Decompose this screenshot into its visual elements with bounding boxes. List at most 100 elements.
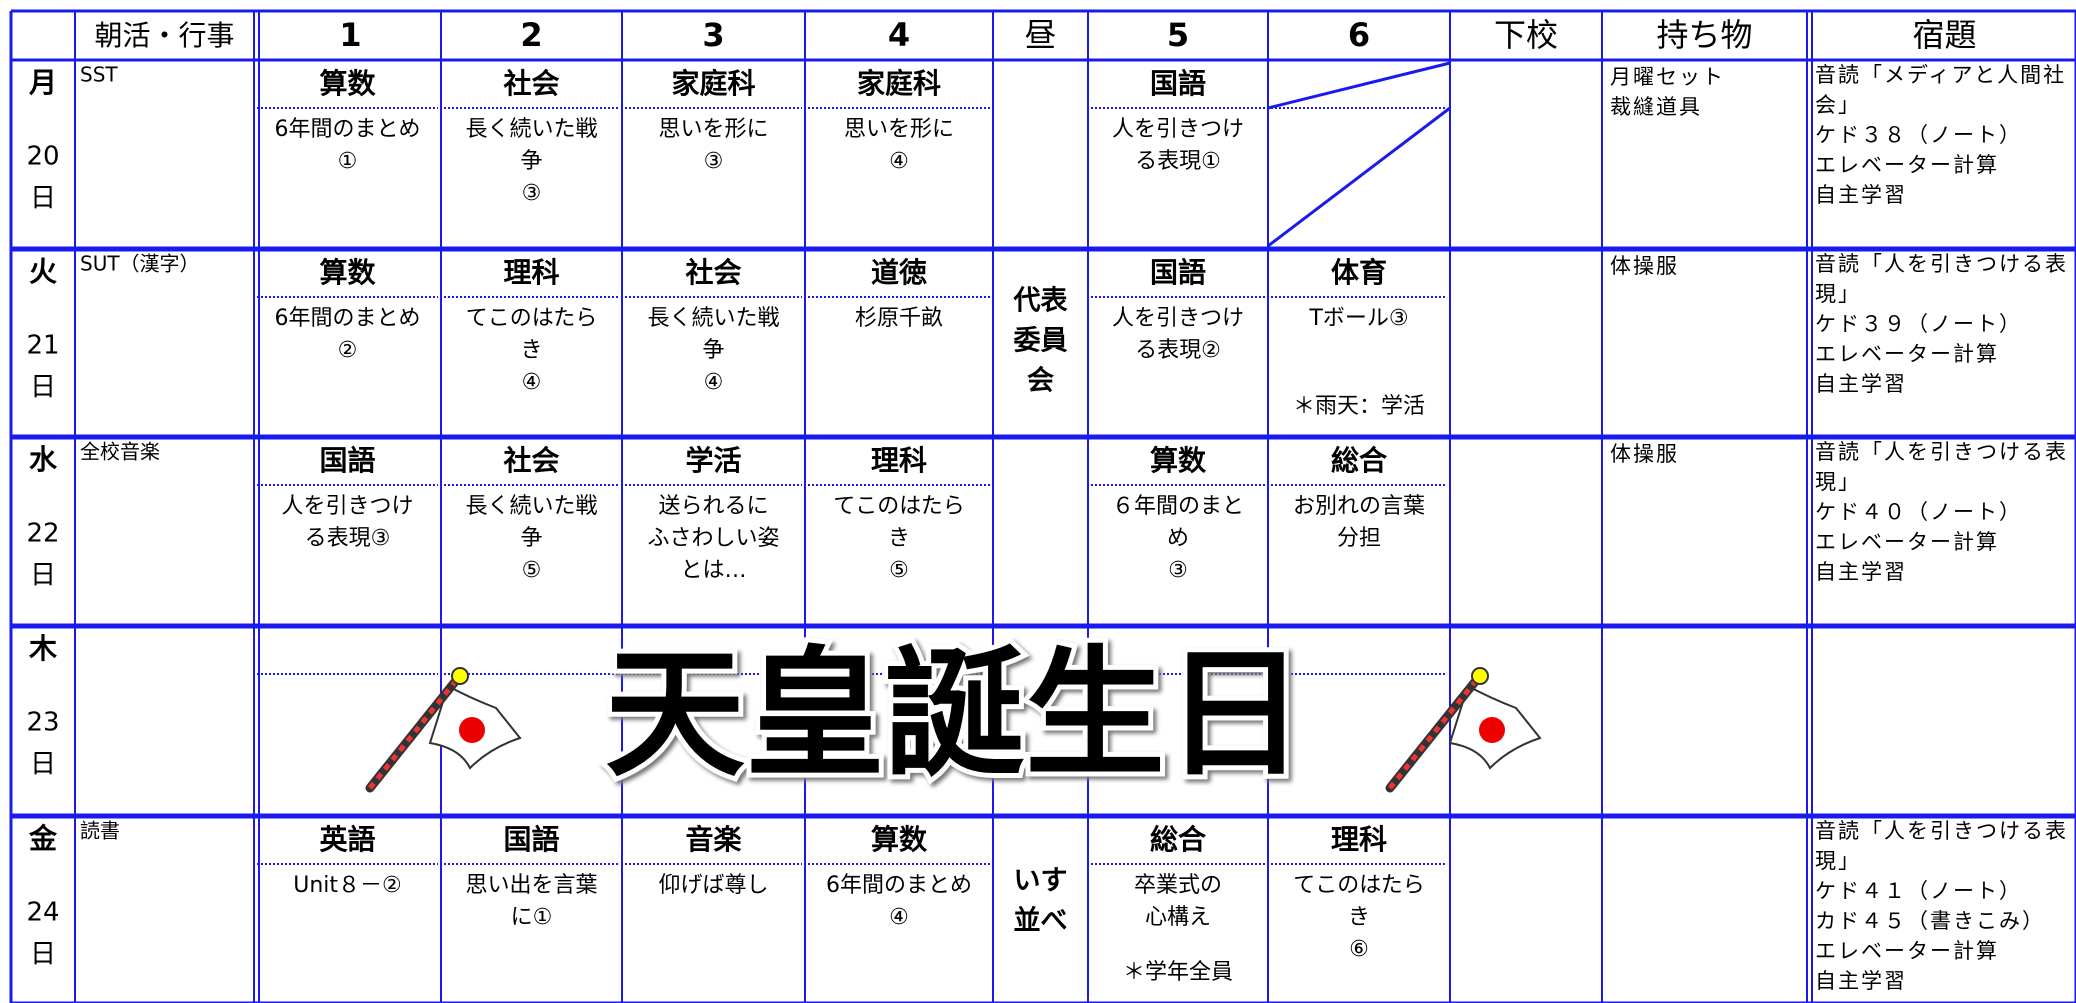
- subject: 音楽: [685, 823, 741, 856]
- lesson-content: ③: [1168, 558, 1188, 583]
- grid-lines: [9, 9, 2076, 1003]
- homework-item: 音読「人を引きつける表: [1815, 440, 2068, 464]
- lesson-content: ⑤: [522, 558, 542, 583]
- subject: 英語: [319, 823, 375, 856]
- lesson-content: 卒業式の: [1134, 873, 1222, 898]
- homework-item: 自主学習: [1815, 372, 1907, 396]
- subject: 社会: [503, 444, 559, 477]
- header-cell: 朝活・行事: [94, 19, 234, 52]
- subject: 社会: [685, 256, 741, 289]
- subject: 学活: [685, 444, 741, 477]
- homework-item: エレベーター計算: [1815, 939, 1999, 963]
- lesson-content: ①: [338, 149, 358, 174]
- flag-pole: [1385, 673, 1483, 793]
- day: 火: [29, 255, 57, 288]
- lesson-content: ⑤: [889, 558, 909, 583]
- subject: 家庭科: [857, 67, 941, 100]
- subject: 道徳: [871, 256, 927, 289]
- header-cell: 5: [1167, 16, 1189, 54]
- lesson-content: ④: [889, 905, 909, 930]
- date: 23: [26, 708, 59, 738]
- lesson-content: 人を引きつけ: [281, 494, 413, 519]
- day: 月: [28, 66, 57, 99]
- subject: 理科: [871, 444, 927, 477]
- subject: 体育: [1331, 256, 1387, 289]
- lunch-activity: 会: [1027, 366, 1054, 397]
- crossed-out: [1267, 61, 1451, 110]
- subject: 理科: [503, 256, 559, 289]
- homework-item: 現」: [1815, 849, 1861, 873]
- flag-icon: [1385, 667, 1542, 793]
- homework-item: 音読「メディアと人間社: [1815, 63, 2066, 87]
- header-cell: 6: [1348, 16, 1370, 54]
- lesson-content: ②: [338, 338, 358, 363]
- flag-knob: [1471, 667, 1489, 685]
- date: 24: [26, 898, 59, 928]
- subject: 国語: [1150, 256, 1206, 289]
- morning-activity: 読書: [80, 819, 120, 843]
- lesson-content: 人を引きつけ: [1112, 117, 1244, 142]
- subject: 理科: [1331, 823, 1387, 856]
- lesson-content: ③: [522, 181, 542, 206]
- lesson-content: お別れの言葉: [1293, 494, 1425, 519]
- header-cell: 宿題: [1912, 16, 1976, 54]
- lesson-note: ＊雨天：学活: [1293, 394, 1425, 419]
- lesson-content: 送られるに: [658, 494, 768, 519]
- homework-item: ケド３８（ノート）: [1815, 123, 2022, 147]
- subject: 国語: [319, 444, 375, 477]
- homework-item: ケド４１（ノート）: [1815, 879, 2022, 903]
- lesson-content: 6年間のまとめ: [275, 117, 421, 142]
- date: 21: [26, 331, 59, 361]
- lesson-content: 争: [520, 149, 542, 174]
- subject: 算数: [871, 823, 928, 856]
- lesson-content: 争: [520, 526, 542, 551]
- date: 日: [30, 561, 56, 591]
- lesson-content: ④: [889, 149, 909, 174]
- lesson-content: 思いを形に: [844, 117, 954, 142]
- day: 水: [29, 443, 58, 476]
- lesson-content: 長く続いた戦: [465, 494, 597, 519]
- lesson-content: Tボール③: [1308, 306, 1408, 331]
- homework-item: エレベーター計算: [1815, 342, 1999, 366]
- homework-item: カド４５（書きこみ）: [1815, 909, 2045, 933]
- homework-item: 会」: [1815, 93, 1861, 117]
- lesson-content: 仰げば尊し: [658, 873, 768, 898]
- header-cell: 4: [888, 16, 910, 54]
- subject: 総合: [1331, 444, 1388, 477]
- lesson-content: てこのはたら: [1293, 873, 1425, 898]
- homework-item: ケド３９（ノート）: [1815, 312, 2022, 336]
- lesson-content: る表現②: [1135, 338, 1221, 363]
- lesson-content: に①: [511, 905, 553, 930]
- lesson-content: 長く続いた戦: [647, 306, 779, 331]
- day: 木: [28, 632, 57, 665]
- lesson-note: ＊学年全員: [1123, 960, 1233, 985]
- flag-sun: [459, 717, 485, 743]
- subject: 算数: [319, 256, 376, 289]
- lesson-content: ④: [522, 370, 542, 395]
- lunch-activity: 並べ: [1014, 906, 1068, 937]
- day: 金: [28, 822, 58, 855]
- date: 22: [26, 519, 59, 549]
- homework-item: 自主学習: [1815, 183, 1907, 207]
- date: 日: [30, 373, 56, 403]
- lesson-content: ④: [704, 370, 724, 395]
- subject: 国語: [1150, 67, 1206, 100]
- lesson-content: き: [1348, 905, 1370, 930]
- date: 日: [30, 184, 56, 214]
- date: 日: [30, 940, 56, 970]
- lesson-content: 思い出を言葉: [465, 873, 597, 898]
- lesson-content: ⑥: [1349, 937, 1369, 962]
- header-cell: 昼: [1024, 16, 1056, 54]
- lesson-content: Unit８－②: [293, 873, 402, 898]
- subject: 総合: [1150, 823, 1207, 856]
- lesson-content: とは…: [680, 558, 746, 583]
- header-cell: 3: [702, 16, 724, 54]
- lesson-content: き: [520, 338, 542, 363]
- homework-item: エレベーター計算: [1815, 153, 1999, 177]
- header-cell: 2: [520, 16, 542, 54]
- holiday-title: 天皇誕生日: [605, 634, 1305, 797]
- belongings-item: 体操服: [1610, 442, 1679, 466]
- subject: 家庭科: [671, 67, 755, 100]
- header-cell: 持ち物: [1656, 16, 1752, 54]
